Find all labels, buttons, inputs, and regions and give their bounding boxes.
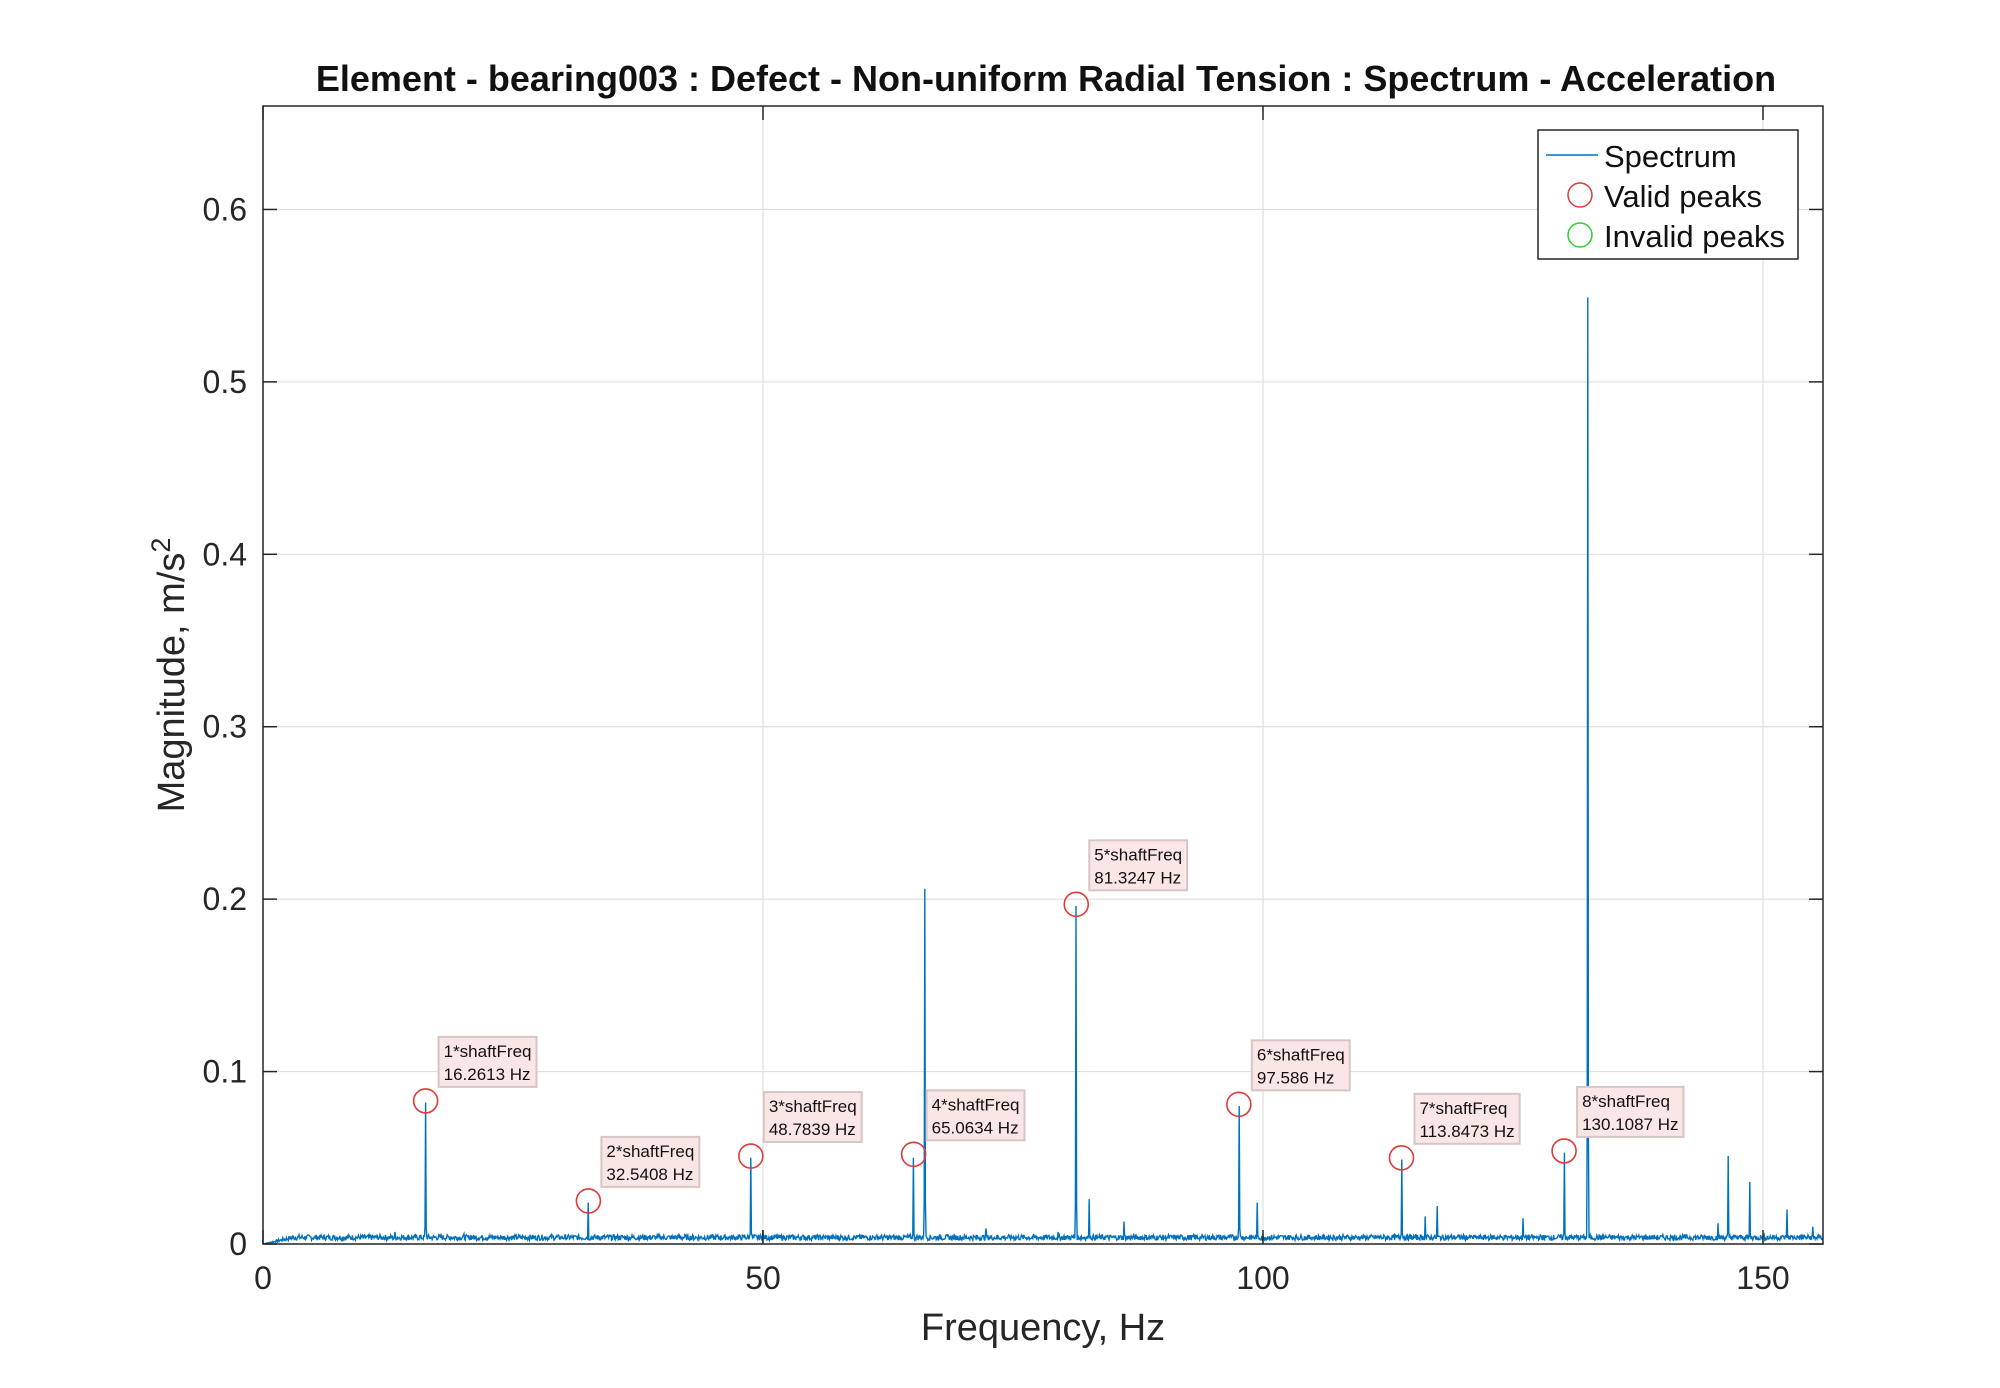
- peak-label-box: [762, 1091, 863, 1144]
- peak-annotation: 2*shaftFreq 32.5408 Hz: [575, 1135, 701, 1214]
- spectrum-line: [262, 297, 1824, 1245]
- peak-annotation: 8*shaftFreq 130.1087 Hz: [1551, 1085, 1685, 1164]
- y-axis-label: Magnitude, m/s2: [146, 538, 193, 813]
- peak-label-name: 6*shaftFreq: [1257, 1045, 1345, 1064]
- x-tick-label: 50: [745, 1260, 781, 1296]
- legend: Spectrum Valid peaks Invalid peaks: [1537, 129, 1799, 260]
- peak-label-name: 1*shaftFreq: [444, 1042, 532, 1061]
- peak-annotation: 5*shaftFreq 81.3247 Hz: [1063, 839, 1189, 918]
- peak-label-name: 7*shaftFreq: [1419, 1099, 1507, 1118]
- y-tick-label: 0.4: [203, 536, 247, 572]
- legend-invalid-peak-circle-icon: [1567, 222, 1593, 248]
- peak-label-box: [925, 1089, 1026, 1142]
- y-tick-label: 0: [229, 1226, 247, 1262]
- peak-label-frequency: 48.7839 Hz: [769, 1120, 856, 1139]
- y-axis-label-superscript: 2: [146, 538, 176, 553]
- legend-box: [1537, 129, 1799, 260]
- y-tick-label: 0.5: [203, 364, 247, 400]
- legend-valid-peak-circle-icon: [1567, 182, 1593, 208]
- chart-title: Element - bearing003 : Defect - Non-unif…: [316, 58, 1776, 99]
- peak-label-frequency: 65.0634 Hz: [932, 1118, 1019, 1137]
- peak-circle: [1226, 1091, 1252, 1118]
- y-tick-label: 0.6: [203, 191, 247, 227]
- peak-circle: [1551, 1138, 1577, 1164]
- y-tick-label: 0.1: [203, 1054, 247, 1090]
- peak-circle: [575, 1188, 602, 1214]
- peak-label-frequency: 130.1087 Hz: [1582, 1115, 1678, 1134]
- peak-annotation: 4*shaftFreq 65.0634 Hz: [900, 1089, 1026, 1168]
- plot-frame: [262, 105, 1824, 1245]
- peak-annotation: 1*shaftFreq 16.2613 Hz: [412, 1035, 538, 1114]
- peak-annotation: 6*shaftFreq 97.586 Hz: [1226, 1039, 1351, 1118]
- legend-valid-peaks-label: Valid peaks: [1604, 179, 1762, 214]
- peak-label-name: 4*shaftFreq: [932, 1095, 1020, 1114]
- peak-label-box: [1250, 1039, 1351, 1092]
- peak-label-box: [1576, 1085, 1685, 1138]
- peak-label-box: [600, 1135, 701, 1188]
- peak-label-box: [437, 1035, 538, 1088]
- peak-label-name: 8*shaftFreq: [1582, 1092, 1670, 1111]
- x-tick-label: 150: [1736, 1260, 1789, 1296]
- peak-label-frequency: 32.5408 Hz: [606, 1165, 693, 1184]
- x-axis-label: Frequency, Hz: [921, 1307, 1165, 1349]
- peak-circle: [1388, 1144, 1415, 1171]
- peak-circle: [1063, 891, 1090, 918]
- peak-circle: [412, 1088, 439, 1114]
- peak-label-box: [1088, 839, 1189, 892]
- y-tick-label: 0.3: [203, 709, 247, 745]
- peak-circle: [900, 1141, 927, 1168]
- peak-label-frequency: 97.586 Hz: [1257, 1068, 1335, 1087]
- spectrum-trace: [262, 297, 1824, 1245]
- peak-label-name: 5*shaftFreq: [1094, 845, 1182, 864]
- legend-spectrum-label: Spectrum: [1604, 139, 1737, 174]
- axis-ticks: 0 50 100 150 0 0.1 0.2 0.3 0.4 0.5 0.6: [203, 106, 1823, 1296]
- peak-label-name: 3*shaftFreq: [769, 1097, 857, 1116]
- peak-annotation: 3*shaftFreq 48.7839 Hz: [738, 1091, 863, 1169]
- peak-label-name: 2*shaftFreq: [606, 1142, 694, 1161]
- peak-label-frequency: 16.2613 Hz: [444, 1065, 531, 1084]
- peak-label-frequency: 81.3247 Hz: [1094, 868, 1181, 887]
- legend-invalid-peaks-label: Invalid peaks: [1604, 219, 1785, 254]
- peak-label-box: [1413, 1092, 1521, 1145]
- peak-circle: [738, 1143, 764, 1169]
- y-tick-label: 0.2: [203, 881, 247, 917]
- peak-markers: 1*shaftFreq 16.2613 Hz 2*shaftFreq 32.5408 …: [412, 839, 1685, 1214]
- x-tick-label: 0: [254, 1260, 272, 1296]
- x-tick-label: 100: [1236, 1260, 1289, 1296]
- peak-label-frequency: 113.8473 Hz: [1419, 1122, 1514, 1141]
- y-axis-label-main: Magnitude, m/s: [151, 553, 193, 813]
- peak-annotation: 7*shaftFreq 113.8473 Hz: [1388, 1092, 1521, 1171]
